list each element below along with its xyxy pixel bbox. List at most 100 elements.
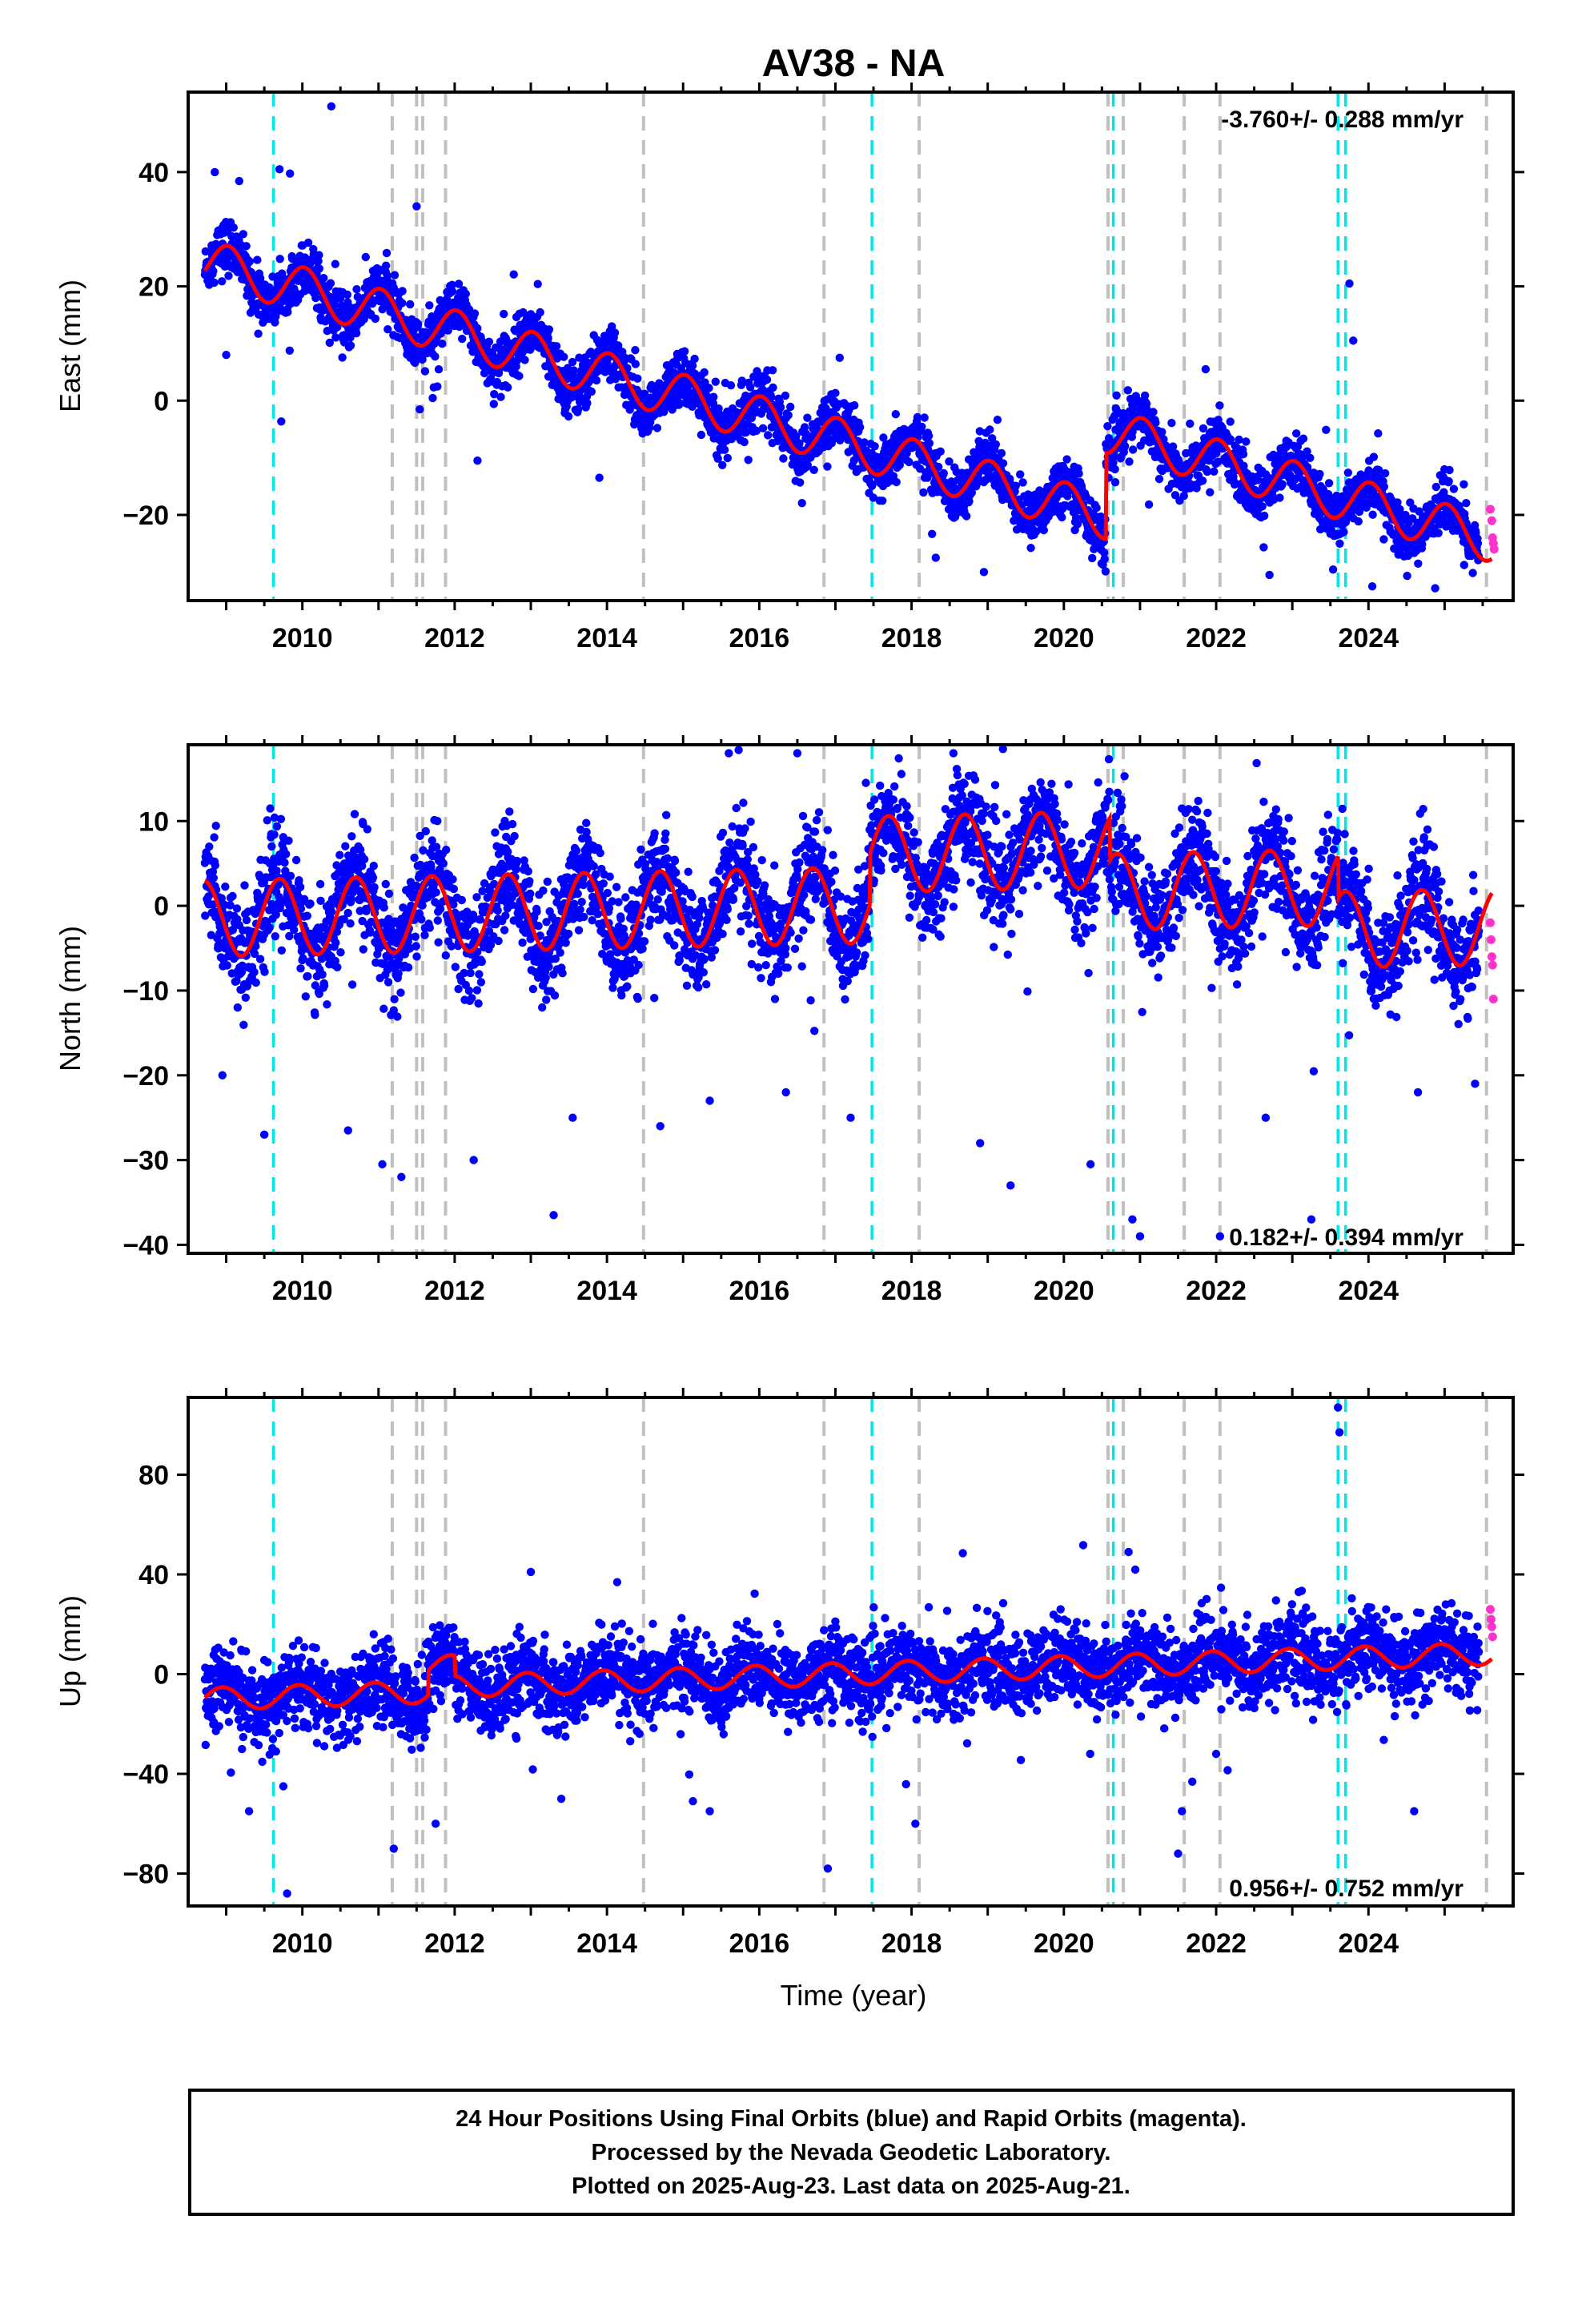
- data-point-east: [1379, 482, 1389, 491]
- data-point-north: [276, 814, 286, 823]
- data-point-east: [1016, 470, 1025, 479]
- data-point-north: [510, 831, 519, 841]
- north-panel: 2010 2012 2014 2016 2018 2020 2022 2024 −40−30−…: [54, 735, 1524, 1306]
- x-tick-label-east: 2010: [272, 623, 333, 653]
- data-point-north: [436, 904, 445, 914]
- data-point-east: [720, 445, 729, 454]
- y-tick-label-east: 40: [139, 158, 169, 188]
- data-point-north: [346, 919, 355, 928]
- figure-title: AV38 - NA: [762, 42, 946, 85]
- data-point-east: [520, 356, 529, 364]
- data-point-east: [1445, 465, 1454, 475]
- data-point-east: [1434, 529, 1443, 537]
- data-point-north: [525, 877, 534, 886]
- data-point-east: [314, 256, 323, 266]
- data-point-east: [574, 404, 583, 414]
- data-point-east: [892, 477, 901, 487]
- data-point-north: [327, 907, 336, 916]
- data-point-east: [831, 388, 840, 397]
- data-point-east: [1088, 553, 1097, 563]
- data-point-east: [891, 410, 901, 419]
- data-point-north: [315, 879, 325, 889]
- data-point-east: [1201, 364, 1211, 374]
- data-point-east: [398, 287, 407, 296]
- data-point-east: [218, 277, 227, 286]
- data-point-east: [1380, 468, 1390, 478]
- data-point-east: [690, 354, 699, 364]
- data-point-north: [493, 906, 502, 915]
- data-point-north: [270, 830, 279, 839]
- data-point-east: [448, 287, 457, 296]
- data-point-north: [336, 948, 345, 957]
- data-point-north: [250, 967, 259, 977]
- data-point-east: [680, 347, 689, 356]
- rapid-orbit-point-east: [1487, 516, 1496, 525]
- data-point-east: [744, 456, 753, 464]
- data-point-east: [331, 259, 339, 268]
- data-point-north: [239, 1020, 248, 1030]
- data-point-east: [433, 382, 442, 391]
- data-point-north: [475, 970, 484, 979]
- data-point-east: [431, 352, 440, 361]
- data-point-east: [1473, 539, 1483, 548]
- data-point-east: [346, 341, 355, 350]
- data-point-north: [263, 816, 271, 825]
- data-point-east: [536, 308, 544, 317]
- data-point-north: [449, 884, 458, 894]
- data-point-north: [381, 879, 390, 889]
- data-point-north: [272, 822, 282, 831]
- data-point-east: [235, 176, 243, 186]
- data-point-east: [245, 257, 254, 266]
- data-point-east: [1074, 469, 1083, 478]
- data-point-east: [1112, 391, 1121, 400]
- outlier-point-east: [979, 568, 989, 577]
- data-point-east: [229, 223, 238, 232]
- data-point-north: [333, 963, 342, 972]
- rapid-orbit-point-east: [1485, 505, 1495, 514]
- data-point-east: [1339, 528, 1348, 537]
- x-tick-label-east: 2022: [1186, 623, 1247, 653]
- data-point-north: [384, 889, 394, 899]
- data-point-east: [560, 352, 568, 361]
- data-point-east: [1120, 441, 1130, 451]
- data-point-east: [325, 338, 334, 348]
- data-point-north: [347, 980, 357, 989]
- data-point-east: [917, 422, 926, 431]
- data-point-north: [417, 915, 426, 924]
- data-point-north: [476, 978, 486, 987]
- data-point-east: [210, 278, 219, 287]
- data-point-east: [1418, 540, 1427, 549]
- data-point-north: [335, 850, 344, 859]
- data-point-east: [652, 424, 662, 432]
- data-point-east: [1128, 445, 1138, 454]
- data-point-north: [241, 993, 250, 1003]
- data-point-east: [587, 387, 596, 396]
- data-point-east: [343, 290, 351, 300]
- data-point-north: [295, 876, 303, 885]
- data-point-east: [919, 488, 928, 497]
- data-point-east: [461, 289, 470, 299]
- data-point-east: [351, 328, 361, 338]
- data-point-east: [1322, 425, 1331, 434]
- data-point-north: [412, 942, 420, 951]
- data-point-east: [895, 460, 905, 469]
- x-tick-label-east: 2012: [424, 623, 485, 653]
- data-point-east: [335, 294, 345, 303]
- data-point-east: [1275, 493, 1284, 502]
- data-point-east: [323, 327, 331, 336]
- data-point-east: [414, 320, 423, 328]
- data-point-east: [239, 230, 247, 239]
- data-point-east: [697, 430, 706, 440]
- data-point-north: [284, 836, 293, 846]
- data-point-east: [1315, 469, 1324, 479]
- data-point-east: [275, 255, 284, 263]
- data-point-north: [390, 995, 399, 1003]
- data-point-north: [359, 945, 367, 954]
- data-point-north: [491, 828, 500, 837]
- data-point-east: [850, 401, 859, 410]
- data-point-east: [509, 270, 518, 279]
- data-point-east: [434, 365, 444, 374]
- data-point-north: [306, 899, 315, 908]
- data-point-east: [1328, 565, 1338, 574]
